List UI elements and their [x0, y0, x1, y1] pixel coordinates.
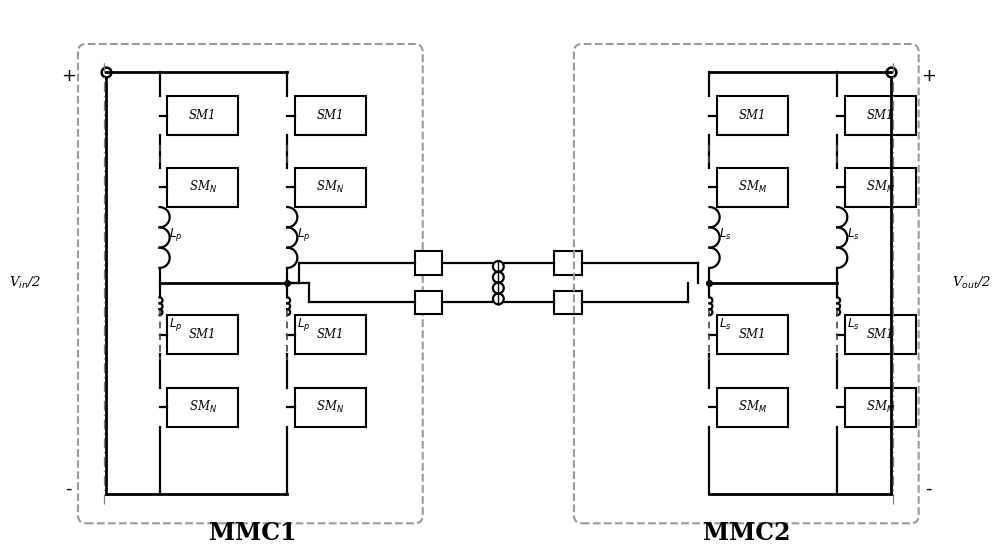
Text: SM1: SM1	[189, 109, 216, 122]
Text: SM1: SM1	[189, 328, 216, 341]
Text: SM1: SM1	[867, 328, 894, 341]
Text: $L_p$: $L_p$	[297, 316, 310, 333]
Text: SM$_N$: SM$_N$	[189, 399, 217, 415]
Bar	[415, 251, 442, 275]
Text: $L_p$: $L_p$	[169, 226, 183, 243]
Text: MMC1: MMC1	[209, 521, 297, 545]
Text: $L_p$: $L_p$	[169, 316, 183, 333]
Text: $L_s$: $L_s$	[719, 317, 732, 332]
Bar	[295, 168, 366, 207]
Text: SM$_N$: SM$_N$	[316, 399, 344, 415]
Text: SM$_M$: SM$_M$	[866, 179, 895, 195]
Text: SM$_M$: SM$_M$	[866, 399, 895, 415]
Text: $L_p$: $L_p$	[297, 226, 310, 243]
Text: SM$_M$: SM$_M$	[738, 179, 767, 195]
Bar	[717, 315, 788, 354]
Text: SM1: SM1	[739, 328, 766, 341]
Text: SM$_M$: SM$_M$	[738, 399, 767, 415]
Bar	[845, 388, 916, 427]
Text: $L_s$: $L_s$	[719, 227, 732, 242]
Bar	[295, 96, 366, 135]
Bar	[415, 290, 442, 314]
Bar	[167, 388, 238, 427]
Text: -: -	[65, 480, 71, 498]
Text: SM1: SM1	[739, 109, 766, 122]
Bar	[845, 96, 916, 135]
Text: SM$_N$: SM$_N$	[189, 179, 217, 195]
Bar	[295, 315, 366, 354]
Text: +: +	[61, 68, 76, 85]
Bar	[717, 388, 788, 427]
Text: SM1: SM1	[317, 109, 344, 122]
Text: V$_{out}$/2: V$_{out}$/2	[952, 274, 991, 291]
Text: $L_s$: $L_s$	[847, 227, 860, 242]
Text: $L_s$: $L_s$	[847, 317, 860, 332]
Bar	[554, 251, 582, 275]
Bar	[717, 168, 788, 207]
Bar	[554, 290, 582, 314]
Bar	[717, 96, 788, 135]
Bar	[167, 96, 238, 135]
Bar	[845, 315, 916, 354]
Bar	[295, 388, 366, 427]
Text: -: -	[925, 480, 932, 498]
Text: SM1: SM1	[867, 109, 894, 122]
Text: SM1: SM1	[317, 328, 344, 341]
Bar	[167, 315, 238, 354]
Bar	[167, 168, 238, 207]
Text: V$_{in}$/2: V$_{in}$/2	[9, 274, 41, 291]
Text: MMC2: MMC2	[703, 521, 791, 545]
Text: +: +	[921, 68, 936, 85]
Text: SM$_N$: SM$_N$	[316, 179, 344, 195]
Bar	[845, 168, 916, 207]
